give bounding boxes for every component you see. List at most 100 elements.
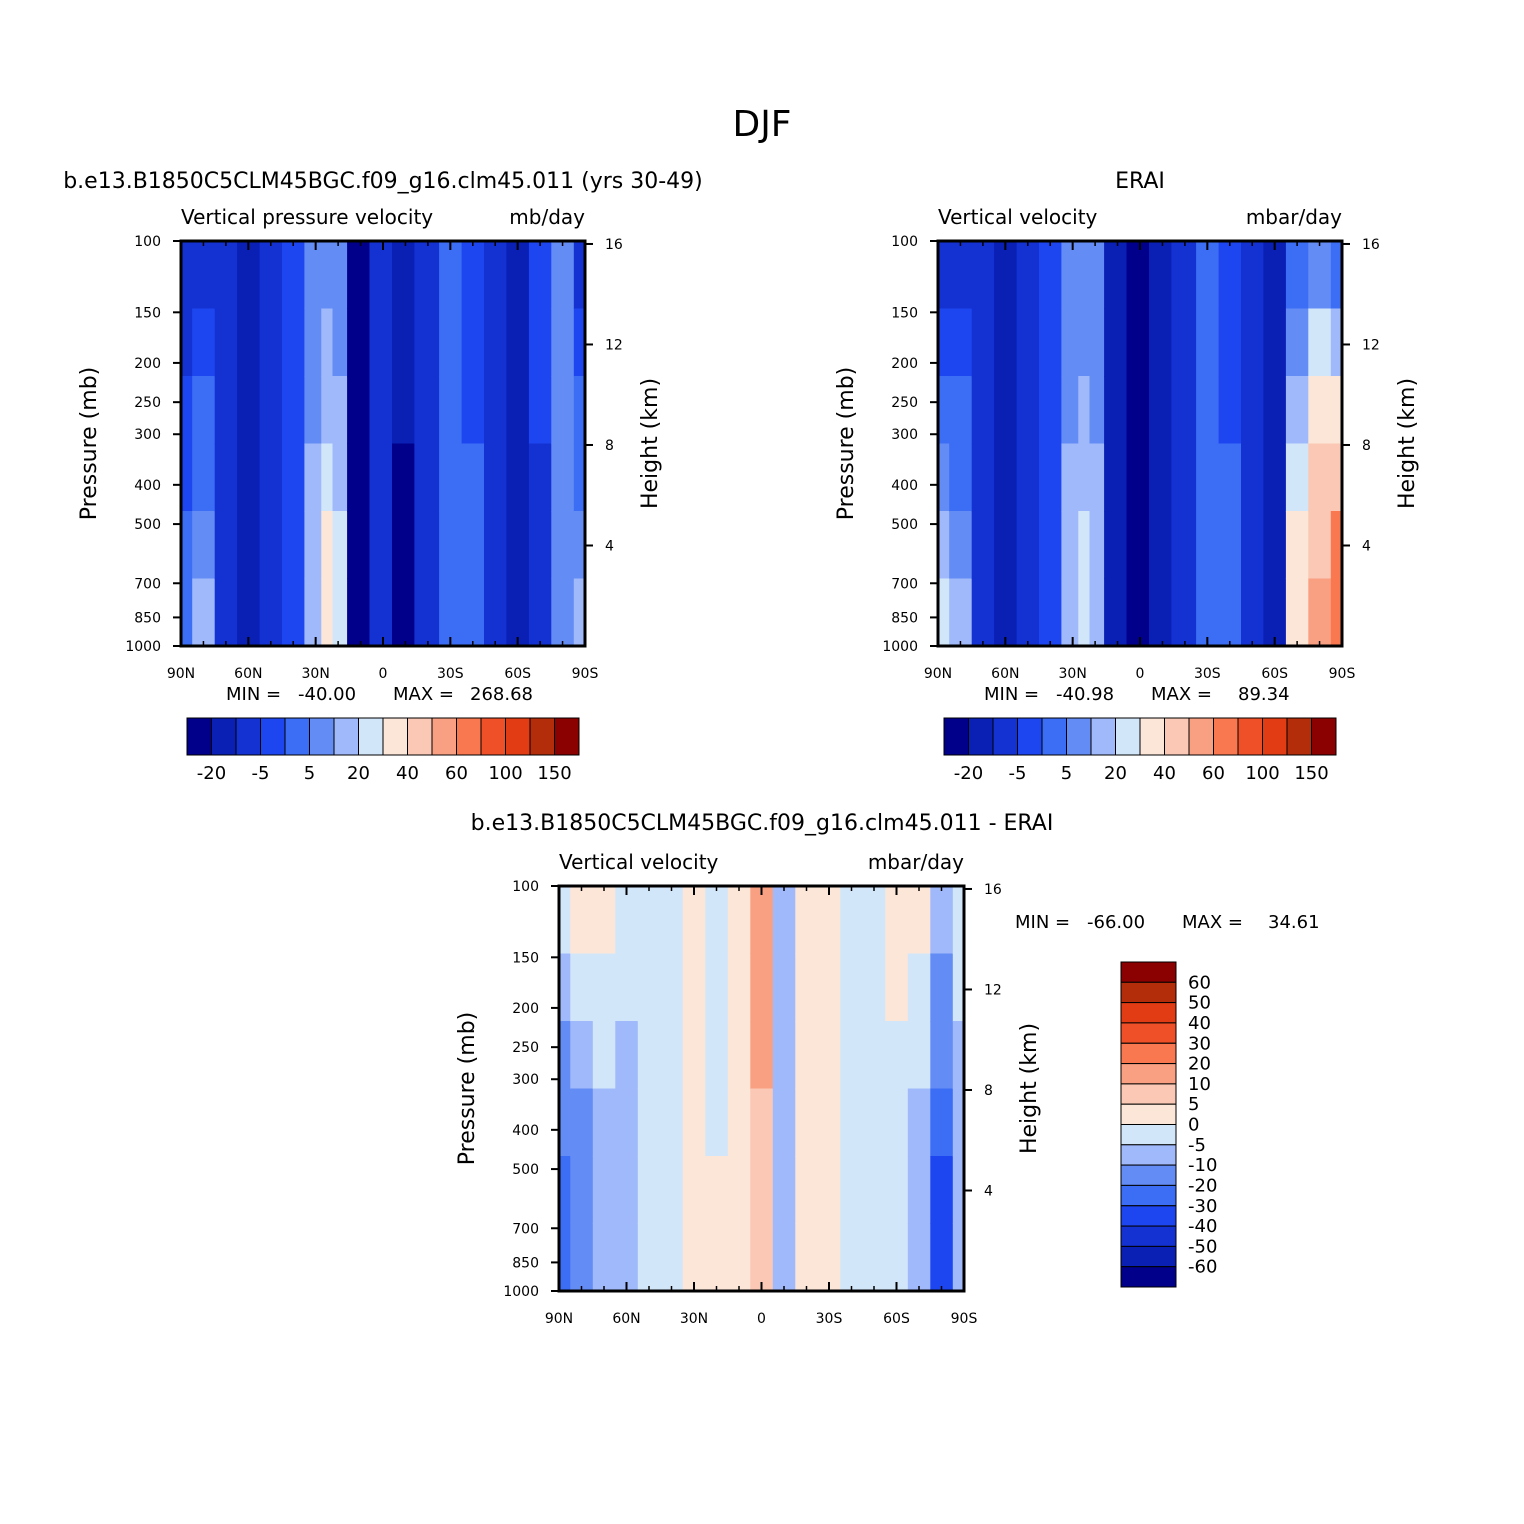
diff-colorbar-label: 0 [1188,1115,1199,1136]
obs-cell [1061,376,1079,445]
diff-cell [862,1088,886,1157]
diff-cell [559,1156,571,1225]
model-cell [528,241,552,310]
obs-colorbar-box [968,717,994,756]
model-cell [282,241,305,310]
obs-cell [1061,511,1079,580]
diff-cell [907,1223,931,1292]
diff-cell [952,1088,965,1157]
obs-cell [1126,443,1150,512]
diff-cell [885,1021,909,1090]
obs-min-label: MIN = [984,684,1039,705]
model-colorbar-label: 150 [537,763,571,784]
obs-y-tick-label: 1000 [882,639,918,655]
model-cell [461,241,485,310]
diff-cell [952,886,965,955]
model-cell [181,443,193,512]
obs-cell [1285,443,1309,512]
model-cell [304,308,322,377]
obs-cell [1308,443,1332,512]
diff-cell [727,1223,751,1292]
model-colorbar-box [358,717,384,756]
diff-cell [772,1156,796,1225]
diff-max-value: 34.61 [1268,912,1320,933]
obs-y2-tick-label: 8 [1362,438,1371,454]
diff-cell [570,1021,594,1090]
diff-cell [885,1088,909,1157]
obs-cell [949,376,973,445]
obs-colorbar-label: 5 [1061,763,1072,784]
model-cell [321,443,334,512]
obs-cell [1171,578,1197,647]
model-colorbar-box [480,717,506,756]
obs-cell [1218,308,1242,377]
diff-cell [750,1156,774,1225]
diff-cell [727,953,751,1022]
obs-cell [1263,241,1287,310]
diff-cell [705,1088,729,1157]
obs-cell [1039,376,1062,445]
obs-max-value: 89.34 [1238,684,1290,705]
diff-cell [559,886,571,955]
diff-cell [795,1088,819,1157]
diff-colorbar-box [1120,1245,1177,1268]
model-colorbar-box [529,717,555,756]
obs-cell [1218,241,1242,310]
model-cell [214,443,238,512]
model-cell [237,511,261,580]
model-cell [573,578,586,647]
diff-colorbar-label: 40 [1188,1013,1211,1034]
obs-cell [1171,241,1197,310]
obs-y-tick-label: 200 [891,356,918,372]
model-left-header: Vertical pressure velocity [181,205,433,229]
diff-cell [840,1088,864,1157]
obs-y-tick-label: 500 [891,517,918,533]
obs-cell [1308,376,1332,445]
obs-cell [1104,376,1128,445]
obs-cell [1285,578,1309,647]
model-cell [214,578,238,647]
diff-cell [660,1156,684,1225]
diff-cell [862,886,886,955]
model-x-tick-label: 90N [167,666,195,682]
model-cell [551,376,575,445]
obs-cell [1218,443,1242,512]
diff-colorbar [1120,961,1177,1288]
obs-colorbar-box [1115,717,1141,756]
diff-cell [559,1223,571,1292]
obs-cell [1196,443,1220,512]
diff-y-tick-label: 200 [512,1001,539,1017]
diff-y2-tick-label: 12 [984,982,1002,998]
model-cell [506,511,530,580]
obs-cell [1149,376,1172,445]
model-cell [192,308,216,377]
diff-cell [637,886,661,955]
obs-cell [1218,578,1242,647]
diff-colorbar-box [1120,961,1177,983]
diff-y-tick-label: 700 [512,1221,539,1237]
diff-cell [615,1223,639,1292]
obs-cell [1126,241,1150,310]
model-cell [214,241,238,310]
obs-cell [1104,511,1128,580]
obs-y-tick-label: 150 [891,305,918,321]
diff-cell [840,953,864,1022]
obs-x-tick-label: 90N [924,666,952,682]
diff-cell [592,1223,616,1292]
diff-cell [885,953,909,1022]
model-y-tick-label: 150 [134,305,161,321]
model-y-tick-label: 850 [134,610,161,626]
diff-y2-axis-label: Height (km) [1017,1023,1042,1154]
model-cell [392,511,415,580]
diff-cell [885,1223,909,1292]
diff-cell [682,1021,706,1090]
obs-cell [971,578,995,647]
model-cell [484,443,507,512]
obs-cell [971,443,995,512]
diff-cell [840,1156,864,1225]
model-y2-tick-label: 8 [605,438,614,454]
diff-colorbar-box [1120,1144,1177,1166]
diff-colorbar-box [1120,1205,1177,1227]
model-colorbar-box [382,717,408,756]
